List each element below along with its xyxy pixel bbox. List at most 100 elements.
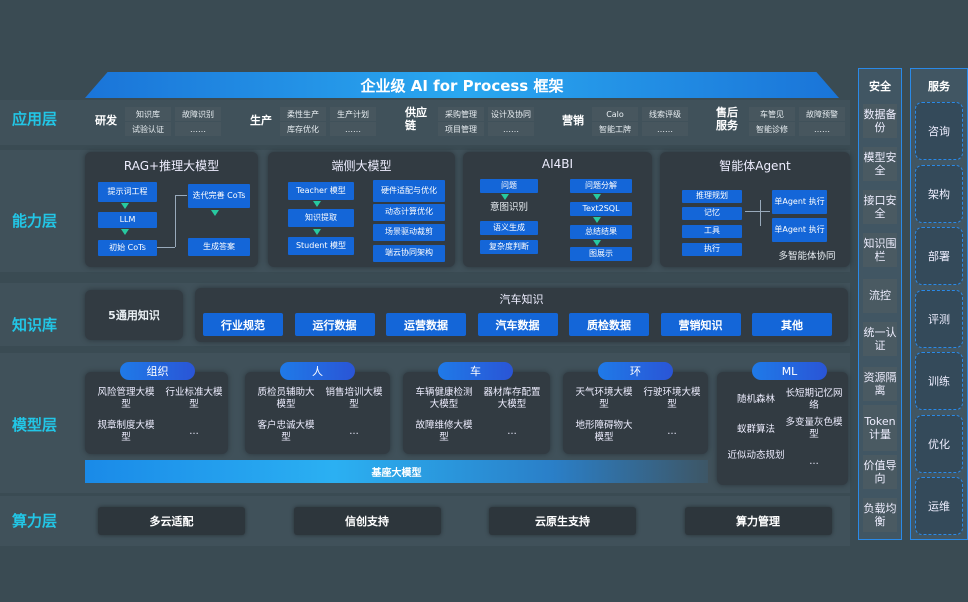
compute-item[interactable]: 信创支持 [293, 507, 441, 535]
app-item[interactable]: Calo [592, 107, 638, 121]
app-item[interactable]: 故障预警 [799, 107, 845, 121]
app-item[interactable]: 设计及协同 [488, 107, 534, 121]
app-item[interactable]: 采购管理 [438, 107, 484, 121]
flow-node: Text2SQL [570, 202, 632, 216]
flow-node: 场景驱动裁剪 [373, 224, 445, 241]
security-item[interactable]: 价值导向 [863, 455, 897, 489]
knowledge-item[interactable]: 质检数据 [569, 313, 649, 336]
model-item: 天气环境大模型 [575, 387, 633, 410]
model-item: … [507, 426, 517, 437]
flow-node: 工具 [682, 225, 742, 238]
security-item[interactable]: 资源隔离 [863, 367, 897, 401]
app-group-name: 营销 [562, 114, 584, 127]
model-item: 风险管理大模型 [97, 387, 155, 410]
app-item[interactable]: 柔性生产 [280, 107, 326, 121]
model-item: 客户忠诚大模型 [257, 420, 315, 443]
app-item[interactable]: 生产计划 [330, 107, 376, 121]
model-item: … [349, 426, 359, 437]
model-panel: 风险管理大模型 行业标准大模型 规章制度大模型… [85, 372, 228, 454]
node-label: 意图识别 [489, 202, 528, 213]
app-group-name: 售后服务 [716, 106, 738, 132]
model-item: … [809, 456, 819, 467]
model-item: … [667, 426, 677, 437]
flow-node: 提示词工程 [98, 182, 157, 202]
security-item[interactable]: 统一认证 [863, 322, 897, 356]
knowledge-item[interactable]: 行业规范 [203, 313, 283, 336]
knowledge-item[interactable]: 运营数据 [386, 313, 466, 336]
flow-node: 记忆 [682, 207, 742, 220]
flow-node: 迭代完善 CoTs [188, 184, 250, 208]
security-item[interactable]: 模型安全 [863, 147, 897, 181]
compute-item[interactable]: 云原生支持 [489, 507, 636, 535]
flow-node: 问题分解 [570, 179, 632, 193]
layer-label-app: 应用层 [12, 110, 58, 128]
knowledge-item[interactable]: 运行数据 [294, 313, 375, 336]
panel-title: 端侧大模型 [331, 159, 392, 173]
app-item[interactable]: …… [175, 122, 221, 136]
app-group: 生产 柔性生产 生产计划 库存优化 …… [250, 105, 380, 138]
connector-line [175, 195, 176, 247]
compute-item[interactable]: 算力管理 [684, 507, 832, 535]
security-item[interactable]: 负载均衡 [863, 498, 897, 532]
app-item[interactable]: 故障识别 [175, 107, 221, 121]
knowledge-item[interactable]: 营销知识 [660, 313, 741, 336]
capability-panel-agent: 智能体Agent 推理规划 记忆 工具 执行 单Agent 执行 单Agent 执行 多智能体… [660, 152, 850, 267]
app-item[interactable]: 智能工牌 [592, 122, 638, 136]
model-category: 环 [598, 362, 673, 380]
model-item: 车辆健康检测大模型 [415, 387, 473, 410]
security-item[interactable]: 数据备份 [863, 104, 897, 138]
layer-label-capability: 能力层 [12, 212, 58, 230]
app-item[interactable]: …… [488, 122, 534, 136]
app-item[interactable]: 试验认证 [125, 122, 171, 136]
model-category: 人 [280, 362, 355, 380]
service-item[interactable]: 运维 [915, 477, 963, 535]
app-item[interactable]: 车管见 [749, 107, 795, 121]
flow-node: 语义生成 [480, 221, 538, 235]
security-item[interactable]: 接口安全 [863, 190, 897, 224]
flow-node: 图展示 [570, 247, 632, 261]
app-item[interactable]: 项目管理 [438, 122, 484, 136]
security-item[interactable]: 知识围栏 [863, 233, 897, 267]
service-item[interactable]: 咨询 [915, 102, 963, 160]
service-item[interactable]: 架构 [915, 164, 963, 223]
app-item[interactable]: …… [330, 122, 376, 136]
general-knowledge: 5通用知识 [85, 290, 183, 340]
flow-node: LLM [98, 212, 157, 228]
app-item[interactable]: …… [642, 122, 688, 136]
page-title: 企业级 AI for Process 框架 [85, 72, 839, 98]
base-model-bar: 基座大模型 [85, 460, 708, 483]
app-item[interactable]: 线索评级 [642, 107, 688, 121]
app-item[interactable]: …… [799, 122, 845, 136]
app-item[interactable]: 智能诊修 [749, 122, 795, 136]
compute-item[interactable]: 多云适配 [98, 507, 245, 535]
flow-node: Teacher 模型 [288, 182, 354, 200]
arrow-down-icon [211, 210, 219, 216]
model-panel: 天气环境大模型 行驶环境大模型 地形障碍物大模型… [563, 372, 708, 454]
app-item[interactable]: 知识库 [125, 107, 171, 121]
flow-node: 硬件适配与优化 [373, 180, 445, 202]
flow-node: 总结结果 [570, 225, 632, 239]
layer-label-compute: 算力层 [12, 512, 58, 530]
layer-label-model: 模型层 [12, 416, 58, 434]
node-label: 多智能体协同 [778, 251, 836, 262]
app-group: 研发 知识库 故障识别 试验认证 …… [95, 105, 225, 138]
model-item: 多变量灰色模型 [785, 417, 843, 440]
service-item[interactable]: 训练 [915, 352, 963, 410]
service-item[interactable]: 部署 [915, 227, 963, 285]
service-item[interactable]: 评测 [915, 289, 963, 348]
security-item[interactable]: Token计量 [863, 405, 897, 451]
model-item: 蚁群算法 [736, 424, 775, 435]
app-group: 售后服务 车管见 故障预警 智能诊修 …… [716, 105, 846, 138]
arrow-down-icon [501, 194, 509, 200]
knowledge-item[interactable]: 汽车数据 [477, 313, 558, 336]
app-group-name: 生产 [250, 114, 272, 127]
knowledge-item[interactable]: 其他 [752, 313, 832, 336]
app-item[interactable]: 库存优化 [280, 122, 326, 136]
app-group-name: 供应链 [405, 106, 427, 132]
model-item: 近似动态规划 [727, 450, 785, 461]
security-item[interactable]: 流控 [863, 279, 897, 313]
flow-node: 执行 [682, 243, 742, 256]
model-item: 地形障碍物大模型 [575, 420, 633, 443]
service-item[interactable]: 优化 [915, 414, 963, 473]
app-group-name: 研发 [95, 114, 117, 127]
